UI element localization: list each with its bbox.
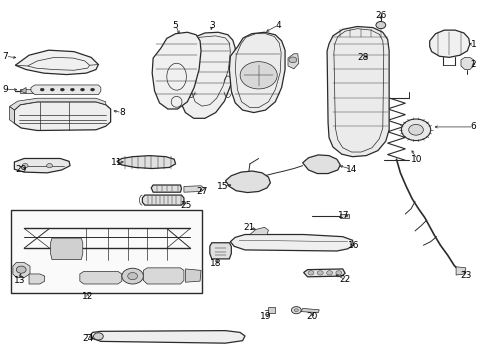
Polygon shape	[304, 269, 345, 277]
Text: 23: 23	[460, 270, 471, 279]
Circle shape	[292, 307, 301, 314]
Text: 11: 11	[111, 158, 122, 167]
Polygon shape	[31, 85, 101, 95]
Polygon shape	[288, 54, 299, 69]
Circle shape	[122, 268, 144, 284]
Circle shape	[401, 119, 431, 140]
Polygon shape	[230, 234, 353, 251]
Text: 20: 20	[307, 312, 318, 321]
Polygon shape	[14, 158, 70, 173]
Polygon shape	[9, 98, 106, 110]
Polygon shape	[15, 50, 98, 75]
Polygon shape	[20, 89, 34, 93]
Polygon shape	[152, 32, 201, 109]
Polygon shape	[13, 262, 30, 278]
Polygon shape	[456, 267, 466, 275]
Text: 22: 22	[340, 275, 351, 284]
Circle shape	[240, 62, 277, 89]
Text: 4: 4	[275, 21, 281, 30]
Circle shape	[60, 88, 64, 91]
Polygon shape	[143, 195, 184, 205]
Circle shape	[327, 271, 332, 275]
Circle shape	[80, 88, 84, 91]
Polygon shape	[185, 269, 201, 282]
Text: 25: 25	[181, 201, 192, 210]
Polygon shape	[184, 186, 205, 192]
Polygon shape	[430, 30, 470, 57]
Text: 13: 13	[14, 276, 25, 285]
Polygon shape	[210, 243, 231, 259]
Circle shape	[294, 309, 298, 312]
Circle shape	[91, 88, 95, 91]
Polygon shape	[151, 185, 181, 192]
Text: 19: 19	[260, 312, 271, 321]
Polygon shape	[144, 268, 184, 284]
Text: 16: 16	[348, 241, 359, 250]
Circle shape	[336, 271, 342, 275]
Polygon shape	[303, 155, 340, 174]
Text: 8: 8	[119, 108, 125, 117]
Polygon shape	[117, 156, 175, 168]
Polygon shape	[301, 309, 319, 313]
Text: 26: 26	[375, 10, 387, 19]
Polygon shape	[14, 102, 111, 131]
Polygon shape	[177, 32, 235, 118]
Text: 1: 1	[471, 40, 477, 49]
Circle shape	[308, 271, 314, 275]
Text: 29: 29	[16, 166, 27, 175]
Polygon shape	[461, 57, 474, 69]
Text: 3: 3	[209, 21, 215, 30]
Polygon shape	[80, 271, 122, 284]
Circle shape	[128, 273, 138, 280]
Circle shape	[376, 22, 386, 29]
Text: 24: 24	[82, 334, 93, 343]
Circle shape	[47, 163, 52, 168]
Polygon shape	[50, 238, 83, 260]
Circle shape	[22, 163, 28, 168]
Circle shape	[289, 57, 297, 63]
Text: 7: 7	[3, 52, 8, 61]
Text: 2: 2	[471, 60, 476, 69]
Circle shape	[318, 271, 323, 275]
Polygon shape	[225, 171, 270, 193]
Polygon shape	[269, 307, 275, 313]
Polygon shape	[9, 107, 14, 123]
Polygon shape	[340, 214, 348, 218]
Circle shape	[409, 125, 423, 135]
Text: 14: 14	[346, 165, 357, 174]
Text: 21: 21	[243, 223, 255, 232]
Text: 12: 12	[82, 292, 94, 301]
FancyBboxPatch shape	[11, 210, 202, 293]
Polygon shape	[29, 274, 45, 284]
Circle shape	[40, 88, 44, 91]
Text: 5: 5	[173, 21, 178, 30]
Text: 28: 28	[358, 53, 369, 62]
Circle shape	[94, 333, 103, 340]
Polygon shape	[91, 330, 245, 343]
Text: 15: 15	[217, 182, 229, 191]
Polygon shape	[229, 32, 285, 113]
Text: 9: 9	[3, 85, 8, 94]
Text: 27: 27	[196, 187, 208, 196]
Text: 10: 10	[411, 155, 423, 164]
Polygon shape	[327, 27, 389, 157]
Polygon shape	[250, 227, 269, 234]
Text: 18: 18	[210, 259, 221, 268]
Text: 6: 6	[471, 122, 477, 131]
Circle shape	[50, 88, 54, 91]
Circle shape	[16, 266, 26, 273]
Polygon shape	[20, 87, 26, 93]
Text: 17: 17	[338, 211, 349, 220]
Circle shape	[71, 88, 74, 91]
